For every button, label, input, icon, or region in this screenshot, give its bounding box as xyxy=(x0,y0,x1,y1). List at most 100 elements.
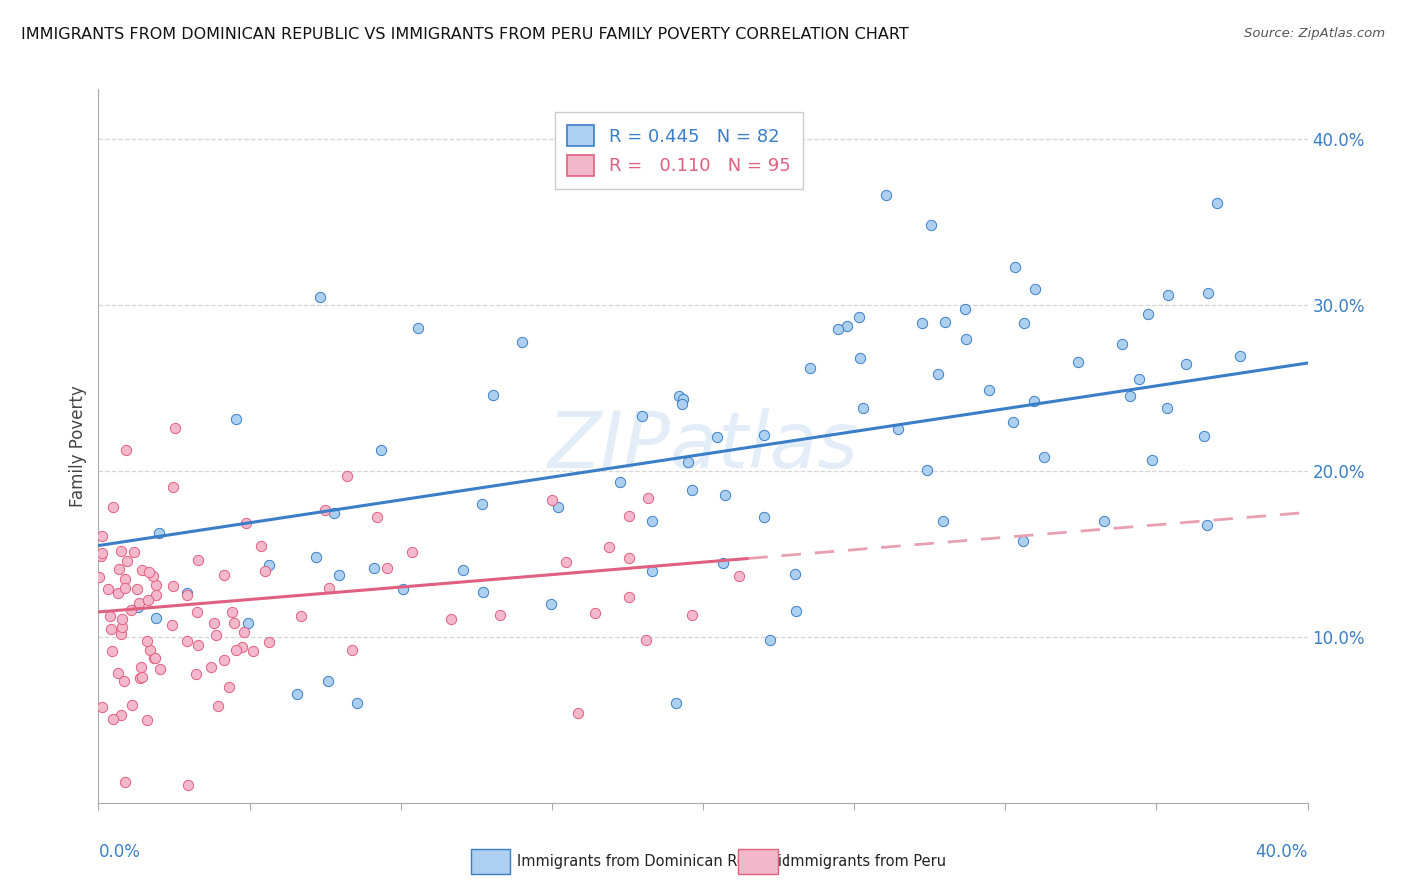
Point xyxy=(1002,416,1025,430)
Point xyxy=(138,565,160,579)
Point xyxy=(136,593,159,607)
Point xyxy=(848,310,870,324)
Point xyxy=(145,611,167,625)
Point xyxy=(115,554,138,568)
Point xyxy=(1092,515,1115,529)
Point xyxy=(253,564,276,578)
Point xyxy=(927,368,949,382)
Point xyxy=(470,497,492,511)
Point xyxy=(363,561,385,575)
Point xyxy=(617,509,640,524)
Point xyxy=(886,422,908,436)
Point xyxy=(609,475,631,490)
Point xyxy=(1119,389,1142,403)
Point xyxy=(111,620,134,634)
Point xyxy=(131,670,153,684)
Point xyxy=(90,528,112,542)
Point xyxy=(110,627,132,641)
Point xyxy=(759,633,782,648)
Point xyxy=(1024,394,1046,409)
Point xyxy=(131,563,153,577)
Point xyxy=(1156,401,1178,415)
Point xyxy=(977,383,1000,397)
Point xyxy=(222,616,245,631)
Point xyxy=(225,412,247,426)
Point xyxy=(917,463,939,477)
Point xyxy=(752,510,775,524)
Point xyxy=(101,500,124,514)
Point xyxy=(920,219,942,233)
Point xyxy=(672,392,695,406)
Text: Immigrants from Dominican Republic: Immigrants from Dominican Republic xyxy=(517,855,790,869)
Point xyxy=(316,673,339,688)
Point xyxy=(127,599,149,614)
Point xyxy=(233,625,256,640)
Point xyxy=(236,615,259,630)
Legend: R = 0.445   N = 82, R =   0.110   N = 95: R = 0.445 N = 82, R = 0.110 N = 95 xyxy=(554,112,803,188)
Point xyxy=(714,488,737,502)
Point xyxy=(242,643,264,657)
Point xyxy=(637,491,659,506)
Point xyxy=(328,568,350,582)
Point xyxy=(1004,260,1026,275)
Text: 0.0%: 0.0% xyxy=(98,843,141,861)
Point xyxy=(668,389,690,403)
Point xyxy=(1012,533,1035,548)
Point xyxy=(583,607,606,621)
Point xyxy=(103,712,125,726)
Point xyxy=(114,775,136,789)
Point xyxy=(249,539,271,553)
Point xyxy=(111,612,134,626)
Point xyxy=(727,569,749,583)
Point xyxy=(676,455,699,469)
Point xyxy=(366,510,388,524)
Point xyxy=(681,483,703,497)
Point xyxy=(135,713,157,727)
Point xyxy=(1111,337,1133,351)
Point xyxy=(1140,453,1163,467)
Point xyxy=(875,187,897,202)
Point xyxy=(540,598,562,612)
Point xyxy=(631,409,654,423)
Point xyxy=(406,320,429,334)
Point xyxy=(799,360,821,375)
Point xyxy=(259,558,281,573)
Point xyxy=(401,545,423,559)
Point xyxy=(202,616,225,631)
Point xyxy=(214,653,236,667)
Point xyxy=(934,315,956,329)
Point xyxy=(107,562,129,576)
Point xyxy=(370,442,392,457)
Point xyxy=(100,622,122,636)
Text: IMMIGRANTS FROM DOMINICAN REPUBLIC VS IMMIGRANTS FROM PERU FAMILY POVERTY CORREL: IMMIGRANTS FROM DOMINICAN REPUBLIC VS IM… xyxy=(21,27,908,42)
Point xyxy=(598,540,620,554)
Point xyxy=(212,568,235,582)
Point xyxy=(555,555,578,569)
Point xyxy=(451,563,474,577)
Point xyxy=(323,506,346,520)
Point xyxy=(149,663,172,677)
Point xyxy=(235,516,257,530)
Point xyxy=(547,500,569,514)
Point xyxy=(218,680,240,694)
Point xyxy=(1197,286,1219,301)
Point xyxy=(162,579,184,593)
Point xyxy=(285,687,308,701)
Point xyxy=(510,334,533,349)
Point xyxy=(129,671,152,685)
Point xyxy=(1192,429,1215,443)
Point xyxy=(89,569,111,583)
Point xyxy=(142,569,165,583)
Point xyxy=(911,316,934,330)
Point xyxy=(706,430,728,444)
Point xyxy=(101,644,124,658)
Point xyxy=(541,492,564,507)
Point xyxy=(186,605,208,619)
Point xyxy=(640,564,662,578)
Point xyxy=(665,696,688,710)
Point xyxy=(225,643,247,657)
Text: 40.0%: 40.0% xyxy=(1256,843,1308,861)
Point xyxy=(391,582,413,597)
Point xyxy=(112,674,135,689)
Point xyxy=(1067,355,1090,369)
